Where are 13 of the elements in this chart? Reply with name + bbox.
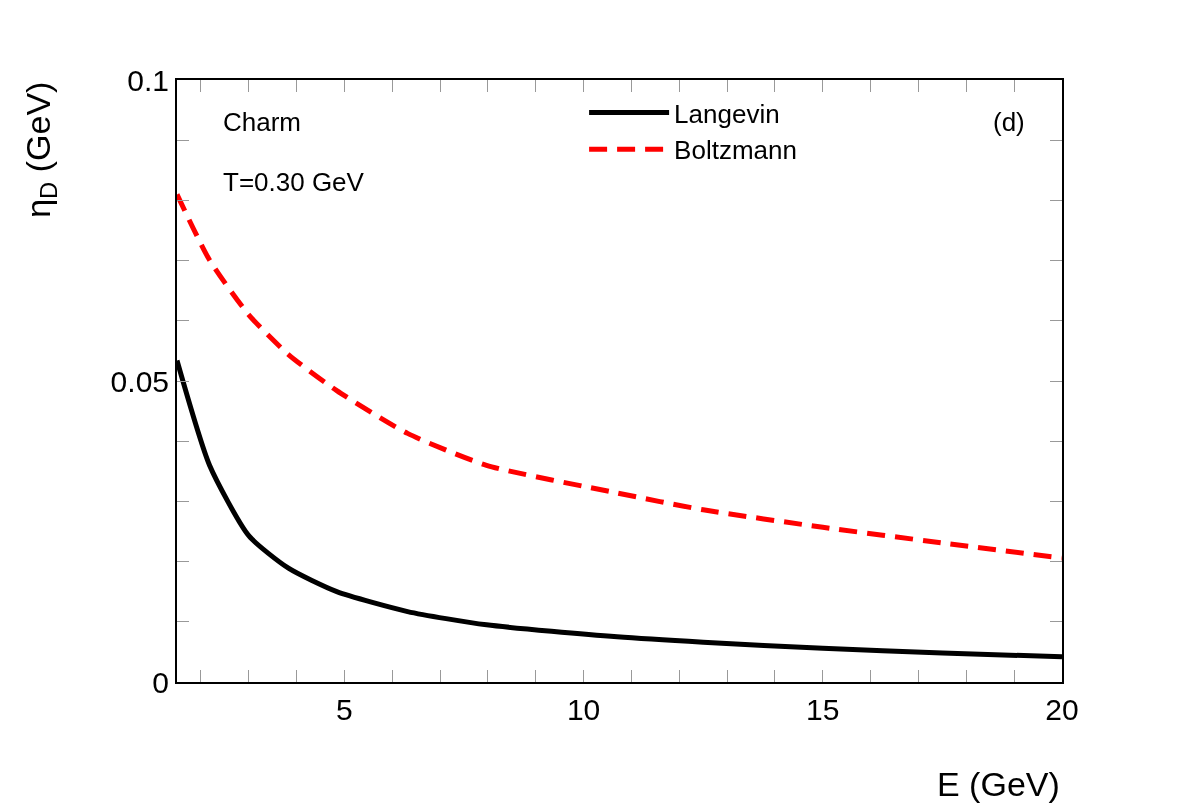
x-tick-label: 20 [1045, 693, 1079, 726]
x-tick-label: 5 [336, 693, 353, 726]
x-tick-label: 10 [566, 693, 601, 726]
annotation: Charm [223, 107, 302, 137]
x-tick-label: 15 [806, 693, 840, 726]
x-axis-title: E (GeV) [937, 765, 1060, 803]
y-tick-label: 0.1 [127, 63, 169, 97]
legend-label: Boltzmann [674, 135, 797, 166]
y-tick-label: 0.05 [110, 364, 169, 398]
y-tick-label: 0 [152, 665, 169, 699]
legend-label: Langevin [674, 98, 780, 129]
annotation: (d) [993, 107, 1025, 137]
annotation: T=0.30 GeV [223, 167, 365, 197]
